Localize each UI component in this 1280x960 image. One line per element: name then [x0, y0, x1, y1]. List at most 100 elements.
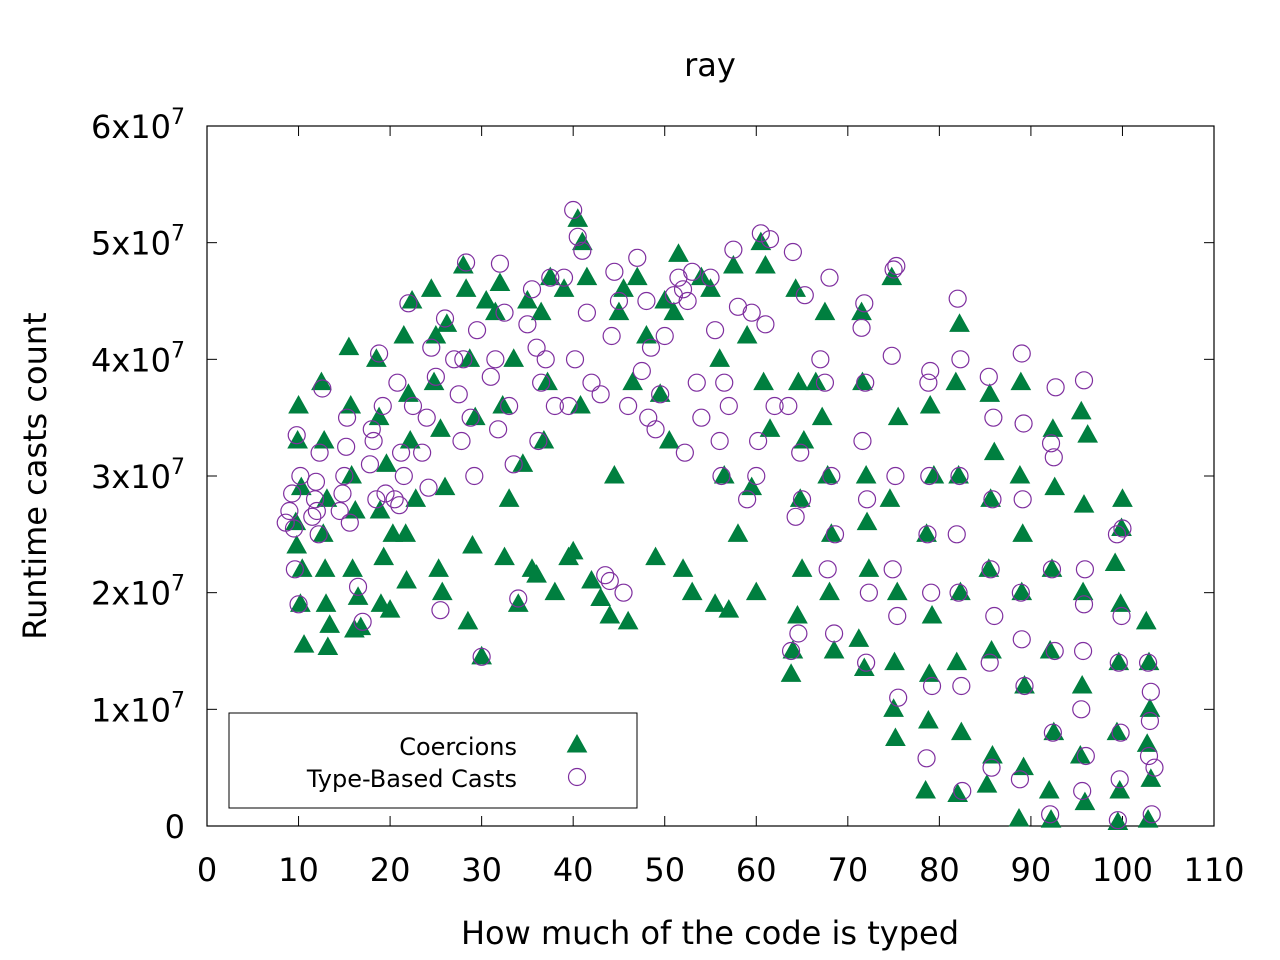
coercion-point — [475, 289, 497, 309]
type-based-cast-point — [641, 338, 661, 357]
coercion-point — [431, 581, 453, 601]
x-tick-label: 60 — [736, 851, 777, 889]
type-based-cast-point — [673, 280, 693, 299]
coercion-point — [314, 558, 336, 577]
coercion-point — [759, 418, 781, 437]
coercion-point — [750, 231, 772, 251]
type-based-cast-point — [815, 373, 835, 392]
coercion-point — [949, 313, 970, 332]
coercion-point — [950, 581, 971, 601]
type-based-cast-point — [1145, 758, 1164, 777]
coercion-point — [668, 243, 689, 262]
type-based-cast-point — [284, 519, 304, 538]
type-based-cast-point — [419, 478, 438, 497]
type-based-cast-point — [852, 318, 871, 337]
type-based-cast-point — [1012, 630, 1031, 649]
coercion-point — [736, 324, 758, 344]
coercion-point — [342, 558, 363, 577]
type-based-cast-point — [614, 583, 633, 602]
coercion-point — [1136, 733, 1158, 752]
coercion-point — [604, 464, 625, 484]
coercion-point — [983, 441, 1005, 461]
coercion-point — [645, 546, 666, 566]
type-based-cast-point — [719, 396, 738, 416]
type-based-cast-point — [882, 346, 901, 365]
type-based-cast-point — [855, 294, 874, 313]
type-based-cast-point — [1138, 653, 1158, 672]
coercion-point — [1010, 371, 1032, 391]
type-based-cast-point — [984, 408, 1003, 427]
type-based-cast-point — [886, 466, 905, 486]
coercion-point — [405, 488, 427, 507]
coercion-point — [681, 581, 703, 601]
type-based-cast-point — [1141, 682, 1160, 701]
type-based-cast-point — [760, 230, 780, 249]
coercion-point — [576, 266, 598, 286]
type-based-cast-point — [950, 466, 969, 486]
coercion-point — [530, 301, 552, 321]
type-based-cast-point — [1010, 770, 1030, 789]
type-based-cast-point — [467, 321, 487, 340]
type-based-cast-point — [981, 560, 1000, 579]
type-based-cast-point — [1012, 344, 1031, 363]
type-based-cast-point — [370, 344, 389, 363]
coercion-point — [980, 488, 1001, 507]
type-based-cast-point — [922, 676, 942, 696]
type-based-cast-point — [1042, 560, 1062, 579]
type-based-cast-point — [536, 350, 555, 369]
coercion-point — [457, 610, 479, 630]
type-based-cast-point — [715, 373, 734, 392]
y-tick-label: 0 — [165, 808, 185, 846]
coercion-point — [526, 564, 547, 583]
type-based-cast-point — [747, 466, 766, 486]
coercion-point — [921, 604, 943, 624]
coercion-point — [287, 429, 308, 449]
coercion-point — [787, 604, 808, 624]
coercion-point — [430, 418, 451, 437]
type-based-cast-point — [596, 566, 615, 585]
coercion-point — [823, 639, 845, 659]
type-based-cast-point — [1041, 805, 1060, 824]
type-based-cast-point — [856, 373, 875, 392]
x-tick-label: 110 — [1183, 851, 1244, 889]
coercion-point — [1137, 809, 1159, 828]
coercion-point — [1077, 424, 1099, 443]
coercion-point — [459, 348, 481, 367]
type-based-cast-point — [710, 431, 729, 451]
type-based-cast-point — [291, 466, 310, 486]
coercion-point — [1107, 811, 1129, 830]
type-based-cast-point — [655, 326, 674, 346]
type-based-cast-point — [786, 507, 805, 526]
coercion-point — [498, 488, 520, 507]
coercion-point — [315, 593, 337, 612]
x-tick-label: 0 — [197, 851, 217, 889]
type-based-cast-point — [609, 291, 629, 311]
coercion-point — [672, 558, 694, 577]
legend-label-coercions: Coercions — [399, 733, 517, 761]
coercion-point — [780, 663, 802, 682]
coercion-point — [1041, 558, 1063, 577]
coercion-point — [1070, 400, 1092, 420]
type-based-cast-point — [449, 385, 468, 404]
coercion-point — [788, 371, 809, 391]
coercion-point — [434, 476, 456, 496]
type-based-cast-point — [364, 431, 383, 451]
type-based-cast-point — [1112, 606, 1131, 626]
coercion-point — [379, 599, 401, 618]
y-tick-label: 4x107 — [91, 338, 185, 379]
type-based-cast-point — [399, 294, 418, 313]
coercion-point — [338, 336, 360, 356]
type-based-cast-point — [532, 373, 551, 392]
type-based-cast-point — [728, 297, 748, 316]
type-based-cast-point — [632, 361, 651, 381]
coercion-point — [805, 371, 827, 391]
type-based-cast-point — [431, 601, 450, 620]
type-based-cast-point — [628, 248, 647, 267]
type-based-cast-point — [1013, 490, 1032, 509]
type-based-cast-point — [705, 321, 725, 340]
coercion-point — [608, 301, 630, 321]
type-based-cast-point — [1076, 746, 1095, 766]
coercion-point — [704, 593, 726, 612]
coercion-point — [919, 394, 941, 414]
